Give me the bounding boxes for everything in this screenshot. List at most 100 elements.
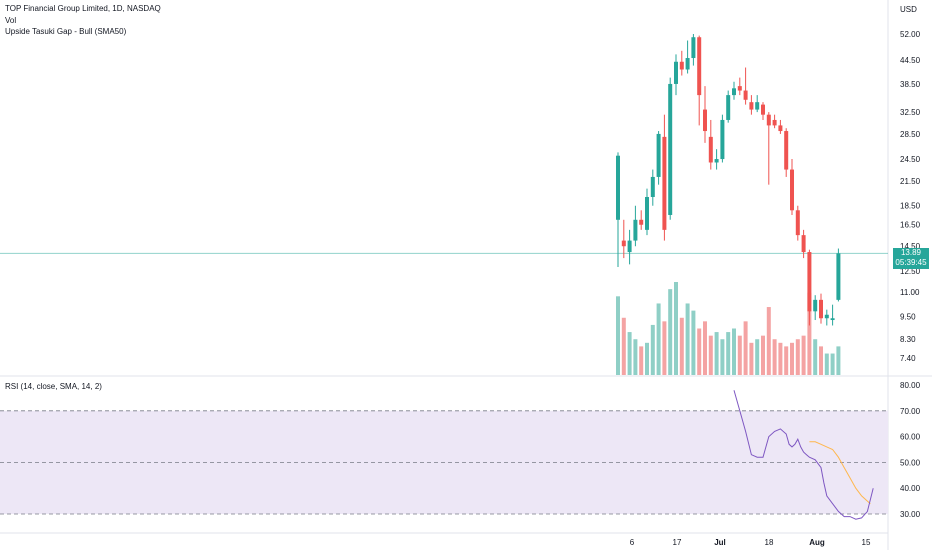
volume-bar <box>714 332 719 375</box>
candle-body <box>778 125 783 132</box>
rsi-legend: RSI (14, close, SMA, 14, 2) <box>5 382 102 391</box>
volume-bar <box>772 339 777 375</box>
candle-body <box>616 155 620 220</box>
rsi-tick-label: 30.00 <box>900 510 921 519</box>
price-tick-label: 38.50 <box>900 80 921 89</box>
price-tick-label: 24.50 <box>900 155 921 164</box>
time-tick-label: Jul <box>714 538 726 547</box>
volume-bar <box>616 296 620 375</box>
candle-body <box>708 136 713 163</box>
volume-bar <box>627 332 632 375</box>
candle-body <box>726 95 731 120</box>
price-tick-label: 16.50 <box>900 221 921 230</box>
volume-bar <box>633 339 638 375</box>
candle-body <box>697 37 702 96</box>
candle-body <box>650 176 655 197</box>
candle-body <box>743 90 748 100</box>
volume-bar <box>766 307 771 375</box>
volume-bar <box>726 332 731 375</box>
candle-body <box>836 253 841 300</box>
price-tick-label: 14.50 <box>900 242 921 251</box>
volume-bar <box>813 339 818 375</box>
candle-body <box>813 299 818 312</box>
candle-body <box>639 219 644 225</box>
volume-bar <box>790 342 794 375</box>
candle-body <box>703 109 707 132</box>
countdown-timer: 05:39:45 <box>895 258 927 267</box>
rsi-tick-label: 80.00 <box>900 381 921 390</box>
candle-body <box>807 252 812 312</box>
time-tick-label: 17 <box>673 538 682 547</box>
volume-bar <box>685 303 690 375</box>
candle-body <box>679 61 684 70</box>
time-tick-label: 6 <box>630 538 635 547</box>
candle-body <box>668 83 673 215</box>
volume-bar <box>691 310 696 375</box>
candle-body <box>691 37 696 59</box>
volume-bar <box>778 342 783 375</box>
indicator-legend: Upside Tasuki Gap - Bull (SMA50) <box>5 27 127 36</box>
price-tick-label: 44.50 <box>900 56 921 65</box>
rsi-ma-line <box>809 441 871 505</box>
currency-label: USD <box>900 5 917 14</box>
rsi-tick-label: 50.00 <box>900 458 921 467</box>
volume-bar <box>761 335 765 375</box>
candle-body <box>819 299 823 319</box>
volume-bar <box>703 321 707 375</box>
price-tick-label: 7.40 <box>900 354 916 363</box>
candle-body <box>772 119 777 126</box>
volume-bar <box>645 342 649 375</box>
price-tick-label: 11.00 <box>900 288 920 297</box>
volume-bar <box>708 335 713 375</box>
candle-body <box>755 102 760 110</box>
last-price-label: 13.89 05:39:45 <box>893 248 929 269</box>
price-tick-label: 28.50 <box>900 130 921 139</box>
volume-bar <box>807 292 812 375</box>
rsi-tick-label: 60.00 <box>900 433 921 442</box>
volume-bar <box>668 289 673 375</box>
volume-bar <box>679 317 684 375</box>
candle-body <box>761 104 765 115</box>
volume-bar <box>639 346 644 375</box>
volume-bar <box>749 342 754 375</box>
candle-body <box>784 131 789 170</box>
candle-body <box>732 88 736 96</box>
price-tick-label: 8.30 <box>900 335 916 344</box>
time-tick-label: 18 <box>765 538 774 547</box>
rsi-tick-label: 70.00 <box>900 407 921 416</box>
volume-bar <box>662 321 667 375</box>
volume-bar <box>819 346 823 375</box>
volume-bar <box>795 339 800 375</box>
price-tick-label: 18.50 <box>900 202 921 211</box>
volume-bar <box>784 346 789 375</box>
volume-bar <box>801 335 806 375</box>
volume-bar <box>830 353 835 375</box>
candle-body <box>714 159 719 163</box>
price-tick-label: 9.50 <box>900 312 916 321</box>
candle-body <box>737 86 742 91</box>
candle-body <box>830 318 835 321</box>
chart-title: TOP Financial Group Limited, 1D, NASDAQ <box>5 4 161 13</box>
candle-body <box>627 240 632 253</box>
volume-bar <box>755 339 760 375</box>
price-tick-label: 12.50 <box>900 267 921 276</box>
candle-body <box>645 196 649 230</box>
candle-body <box>795 210 800 236</box>
volume-bar <box>720 339 725 375</box>
rsi-line <box>733 390 874 520</box>
volume-bar <box>824 353 829 375</box>
price-tick-label: 21.50 <box>900 177 921 186</box>
candle-body <box>801 235 806 253</box>
price-tick-label: 32.50 <box>900 108 921 117</box>
candle-body <box>656 133 661 177</box>
volume-bar <box>656 303 661 375</box>
candle-body <box>766 114 771 126</box>
price-tick-label: 52.00 <box>900 30 921 39</box>
candle-body <box>674 61 678 84</box>
candle-body <box>685 58 690 70</box>
candle-body <box>749 102 754 110</box>
rsi-tick-label: 40.00 <box>900 484 921 493</box>
volume-bar <box>737 335 742 375</box>
candle-body <box>662 136 667 230</box>
